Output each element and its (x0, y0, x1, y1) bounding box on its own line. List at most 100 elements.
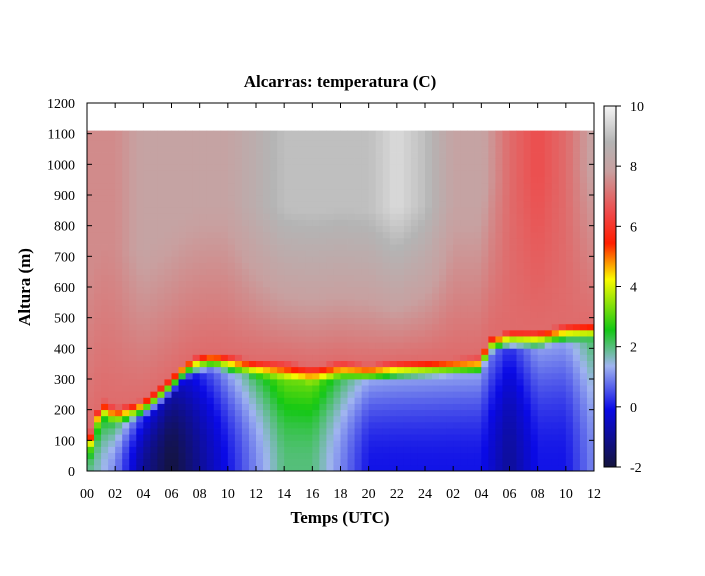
heat-cell (164, 421, 172, 429)
heat-cell (523, 188, 532, 196)
heat-cell (410, 415, 419, 423)
heat-cell (523, 280, 532, 288)
heat-cell (199, 366, 208, 374)
heat-cell (178, 403, 186, 411)
heat-cell (234, 464, 243, 472)
heat-cell (488, 176, 496, 184)
heat-cell (319, 293, 327, 300)
heat-cell (305, 164, 313, 171)
heat-cell (481, 274, 489, 282)
heat-cell (354, 130, 363, 135)
heat-cell (375, 299, 384, 306)
heat-cell (467, 201, 475, 208)
heat-cell (481, 256, 489, 263)
heat-cell (488, 145, 496, 153)
heat-cell (263, 403, 271, 411)
heat-cell (143, 231, 151, 239)
heat-cell (199, 250, 208, 257)
heat-cell (460, 287, 468, 294)
heat-cell (403, 268, 412, 276)
heat-cell (129, 305, 137, 312)
heat-cell (129, 170, 137, 177)
heat-cell (460, 415, 468, 423)
heat-cell (108, 366, 116, 374)
heat-cell (129, 176, 137, 184)
heat-cell (572, 354, 581, 361)
heat-cell (192, 158, 201, 165)
heat-cell (129, 323, 137, 331)
heat-cell (206, 354, 215, 361)
heat-cell (129, 458, 137, 466)
heat-cell (586, 188, 595, 196)
heat-cell (312, 293, 320, 300)
heat-cell (340, 446, 348, 453)
heat-cell (474, 385, 482, 392)
heat-cell (241, 421, 250, 429)
heat-cell (537, 262, 546, 269)
heat-cell (115, 268, 123, 276)
heat-cell (586, 213, 595, 220)
heat-cell (115, 342, 123, 349)
heat-cell (368, 415, 377, 423)
heat-cell (199, 428, 208, 435)
heat-cell (530, 446, 539, 453)
heat-cell (312, 237, 320, 245)
heat-cell (509, 152, 517, 159)
heat-cell (481, 317, 489, 325)
heat-cell (361, 182, 370, 190)
heat-cell (143, 130, 151, 135)
heat-cell (220, 317, 229, 325)
heat-cell (213, 262, 222, 269)
heat-cell (579, 170, 588, 177)
heat-cell (495, 440, 503, 447)
heat-cell (551, 409, 560, 417)
heat-cell (439, 366, 447, 374)
heat-cell (396, 385, 405, 392)
heat-cell (396, 262, 405, 269)
heat-cell (382, 391, 391, 398)
heat-cell (488, 287, 496, 294)
heat-cell (178, 250, 186, 257)
heat-cell (185, 379, 194, 386)
heat-cell (340, 305, 348, 312)
heat-cell (558, 440, 567, 447)
heat-cell (382, 305, 391, 312)
heat-cell (326, 458, 334, 466)
heat-cell (277, 268, 285, 276)
heat-cell (551, 195, 560, 202)
heat-cell (220, 176, 229, 184)
heat-cell (270, 152, 278, 159)
heat-cell (537, 415, 546, 423)
heat-cell (516, 336, 524, 343)
heat-cell (502, 268, 510, 276)
heat-cell (319, 274, 327, 282)
heat-cell (108, 164, 116, 171)
heat-cell (241, 385, 250, 392)
heat-cell (136, 348, 144, 355)
heat-cell (150, 274, 158, 282)
heat-cell (572, 231, 581, 239)
heat-cell (199, 207, 208, 214)
heat-cell (277, 133, 285, 141)
heat-cell (94, 317, 102, 325)
heat-cell (417, 323, 426, 331)
heat-cell (298, 305, 306, 312)
heat-cell (248, 299, 257, 306)
heat-cell (101, 421, 109, 429)
heat-cell (227, 237, 236, 245)
heat-cell (277, 403, 285, 411)
heat-cell (101, 403, 109, 411)
heat-cell (396, 464, 405, 472)
heat-cell (213, 287, 222, 294)
heat-cell (171, 250, 179, 257)
heat-cell (150, 250, 158, 257)
heat-cell (333, 329, 341, 337)
heat-cell (481, 213, 489, 220)
heat-cell (396, 434, 405, 441)
heat-cell (284, 274, 292, 282)
heat-cell (565, 342, 574, 349)
heat-cell (474, 329, 482, 337)
heat-cell (284, 348, 292, 355)
heat-cell (178, 268, 186, 276)
heat-cell (558, 329, 567, 337)
